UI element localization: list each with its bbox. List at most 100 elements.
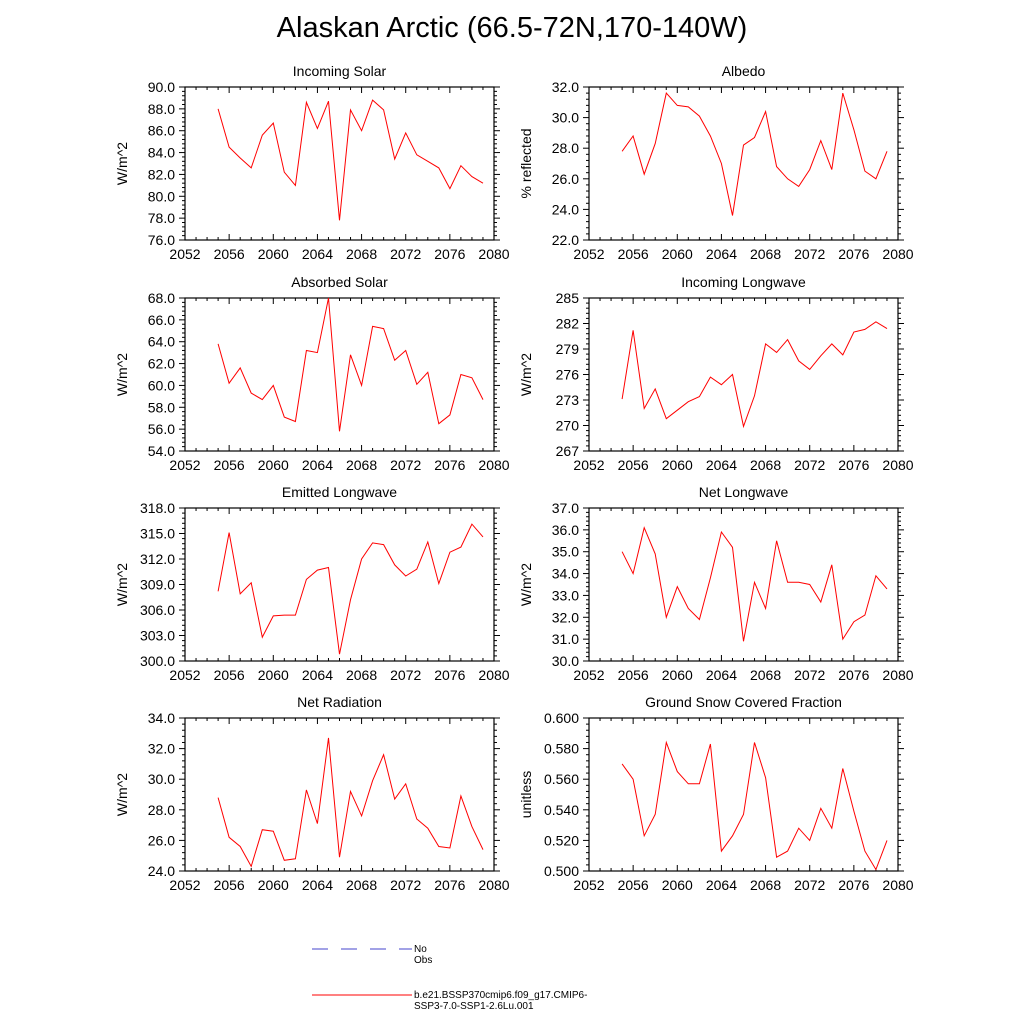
panel-2-xtick-label: 2052 [573,246,604,262]
panel-8-ylabel: unitless [518,771,534,818]
panel-4-ytick-label: 276 [556,367,580,383]
panel-4-xtick-label: 2072 [794,457,825,473]
panel-8-xtick-label: 2080 [882,877,913,893]
panel-6-xtick-label: 2080 [882,667,913,683]
panel-6-xtick-label: 2072 [794,667,825,683]
panel-1-series-line [217,99,484,221]
panel-7-xtick-label: 2080 [478,877,509,893]
panel-5-ytick-label: 303.0 [140,628,175,644]
panel-6-ytick-label: 30.0 [552,653,579,669]
panel-5-xtick-label: 2072 [390,667,421,683]
panel-8-title: Ground Snow Covered Fraction [645,694,842,710]
panel-6-ytick-label: 34.0 [552,566,579,582]
panel-8-ytick-label: 0.600 [544,710,579,726]
panel-2-xtick-label: 2072 [794,246,825,262]
panel-2-ytick-label: 30.0 [552,110,579,126]
panel-4-xtick-label: 2056 [618,457,649,473]
panel-4-series-line [621,321,888,429]
panel-3-ytick-label: 64.0 [148,334,175,350]
panel-3-ylabel: W/m^2 [114,353,130,396]
panel-8-series-line [621,740,888,871]
legend-label-no-obs: No Obs [414,944,433,966]
panel-1-ylabel: W/m^2 [114,142,130,185]
panel-2-series-line [621,92,888,216]
panel-8-xtick-label: 2076 [838,877,869,893]
panel-4-ytick-label: 273 [556,392,580,408]
panel-4-title: Incoming Longwave [681,274,806,290]
panel-6-series-line [621,526,888,642]
panel-1-ytick-label: 86.0 [148,123,175,139]
panel-2-ytick-label: 32.0 [552,79,579,95]
panel-1-xtick-label: 2076 [434,246,465,262]
panel-8-xtick-label: 2072 [794,877,825,893]
panel-8-ytick-label: 0.500 [544,863,579,879]
panel-3-ytick-label: 54.0 [148,443,175,459]
panel-5-ytick-label: 309.0 [140,577,175,593]
panel-7-xtick-label: 2056 [214,877,245,893]
panel-6-ytick-label: 31.0 [552,631,579,647]
panel-5-ytick-label: 306.0 [140,602,175,618]
panel-2-xtick-label: 2060 [662,246,693,262]
panel-5-xtick-label: 2064 [302,667,333,683]
panel-4-xtick-label: 2052 [573,457,604,473]
panel-7-ylabel: W/m^2 [114,773,130,816]
panel-7-xtick-label: 2076 [434,877,465,893]
panel-3-ytick-label: 68.0 [148,290,175,306]
panel-3-xtick-label: 2072 [390,457,421,473]
panel-6-xtick-label: 2076 [838,667,869,683]
panel-6-xtick-label: 2056 [618,667,649,683]
panel-5-xtick-label: 2060 [258,667,289,683]
panel-6-xtick-label: 2064 [706,667,737,683]
panel-3-xtick-label: 2056 [214,457,245,473]
panel-4-xtick-label: 2080 [882,457,913,473]
panel-3-xtick-label: 2052 [169,457,200,473]
panel-5-xtick-label: 2052 [169,667,200,683]
panel-1-ytick-label: 90.0 [148,79,175,95]
panel-8-ytick-label: 0.560 [544,771,579,787]
panel-7-xtick-label: 2060 [258,877,289,893]
panel-7-ytick-label: 26.0 [148,832,175,848]
panel-1-title: Incoming Solar [293,63,387,79]
panel-4-ytick-label: 285 [556,290,580,306]
panel-3-title: Absorbed Solar [291,274,388,290]
panel-7-ytick-label: 28.0 [148,802,175,818]
panel-8-ytick-label: 0.540 [544,802,579,818]
panel-5-xtick-label: 2080 [478,667,509,683]
panel-2-xtick-label: 2064 [706,246,737,262]
panel-1-ytick-label: 78.0 [148,210,175,226]
panel-4-frame [588,297,899,452]
panel-7-title: Net Radiation [297,694,382,710]
panel-7-ytick-label: 34.0 [148,710,175,726]
panel-8-xtick-label: 2068 [750,877,781,893]
panel-5-frame [184,507,495,662]
panel-1-xtick-label: 2060 [258,246,289,262]
panel-8-ytick-label: 0.580 [544,741,579,757]
panel-6-xtick-label: 2052 [573,667,604,683]
panel-7-ytick-label: 32.0 [148,741,175,757]
panel-1-xtick-label: 2080 [478,246,509,262]
panel-2-xtick-label: 2076 [838,246,869,262]
panel-6-ytick-label: 37.0 [552,500,579,516]
panel-5-title: Emitted Longwave [282,484,397,500]
panel-1-xtick-label: 2068 [346,246,377,262]
panel-1-ytick-label: 82.0 [148,166,175,182]
panel-4-xtick-label: 2068 [750,457,781,473]
panel-5-ytick-label: 312.0 [140,551,175,567]
panel-4-xtick-label: 2060 [662,457,693,473]
panel-1-ytick-label: 80.0 [148,188,175,204]
panel-3-xtick-label: 2076 [434,457,465,473]
panel-1-ytick-label: 88.0 [148,101,175,117]
panel-6-xtick-label: 2060 [662,667,693,683]
legend-line-model [312,994,412,996]
panel-6-xtick-label: 2068 [750,667,781,683]
panel-8-xtick-label: 2056 [618,877,649,893]
panel-7-ytick-label: 24.0 [148,863,175,879]
panel-3-xtick-label: 2068 [346,457,377,473]
panel-1-xtick-label: 2056 [214,246,245,262]
panel-2-xtick-label: 2056 [618,246,649,262]
panel-8-xtick-label: 2060 [662,877,693,893]
panel-8-frame [588,717,899,872]
panel-5-ylabel: W/m^2 [114,563,130,606]
panel-7-ytick-label: 30.0 [148,771,175,787]
panel-3-xtick-label: 2060 [258,457,289,473]
